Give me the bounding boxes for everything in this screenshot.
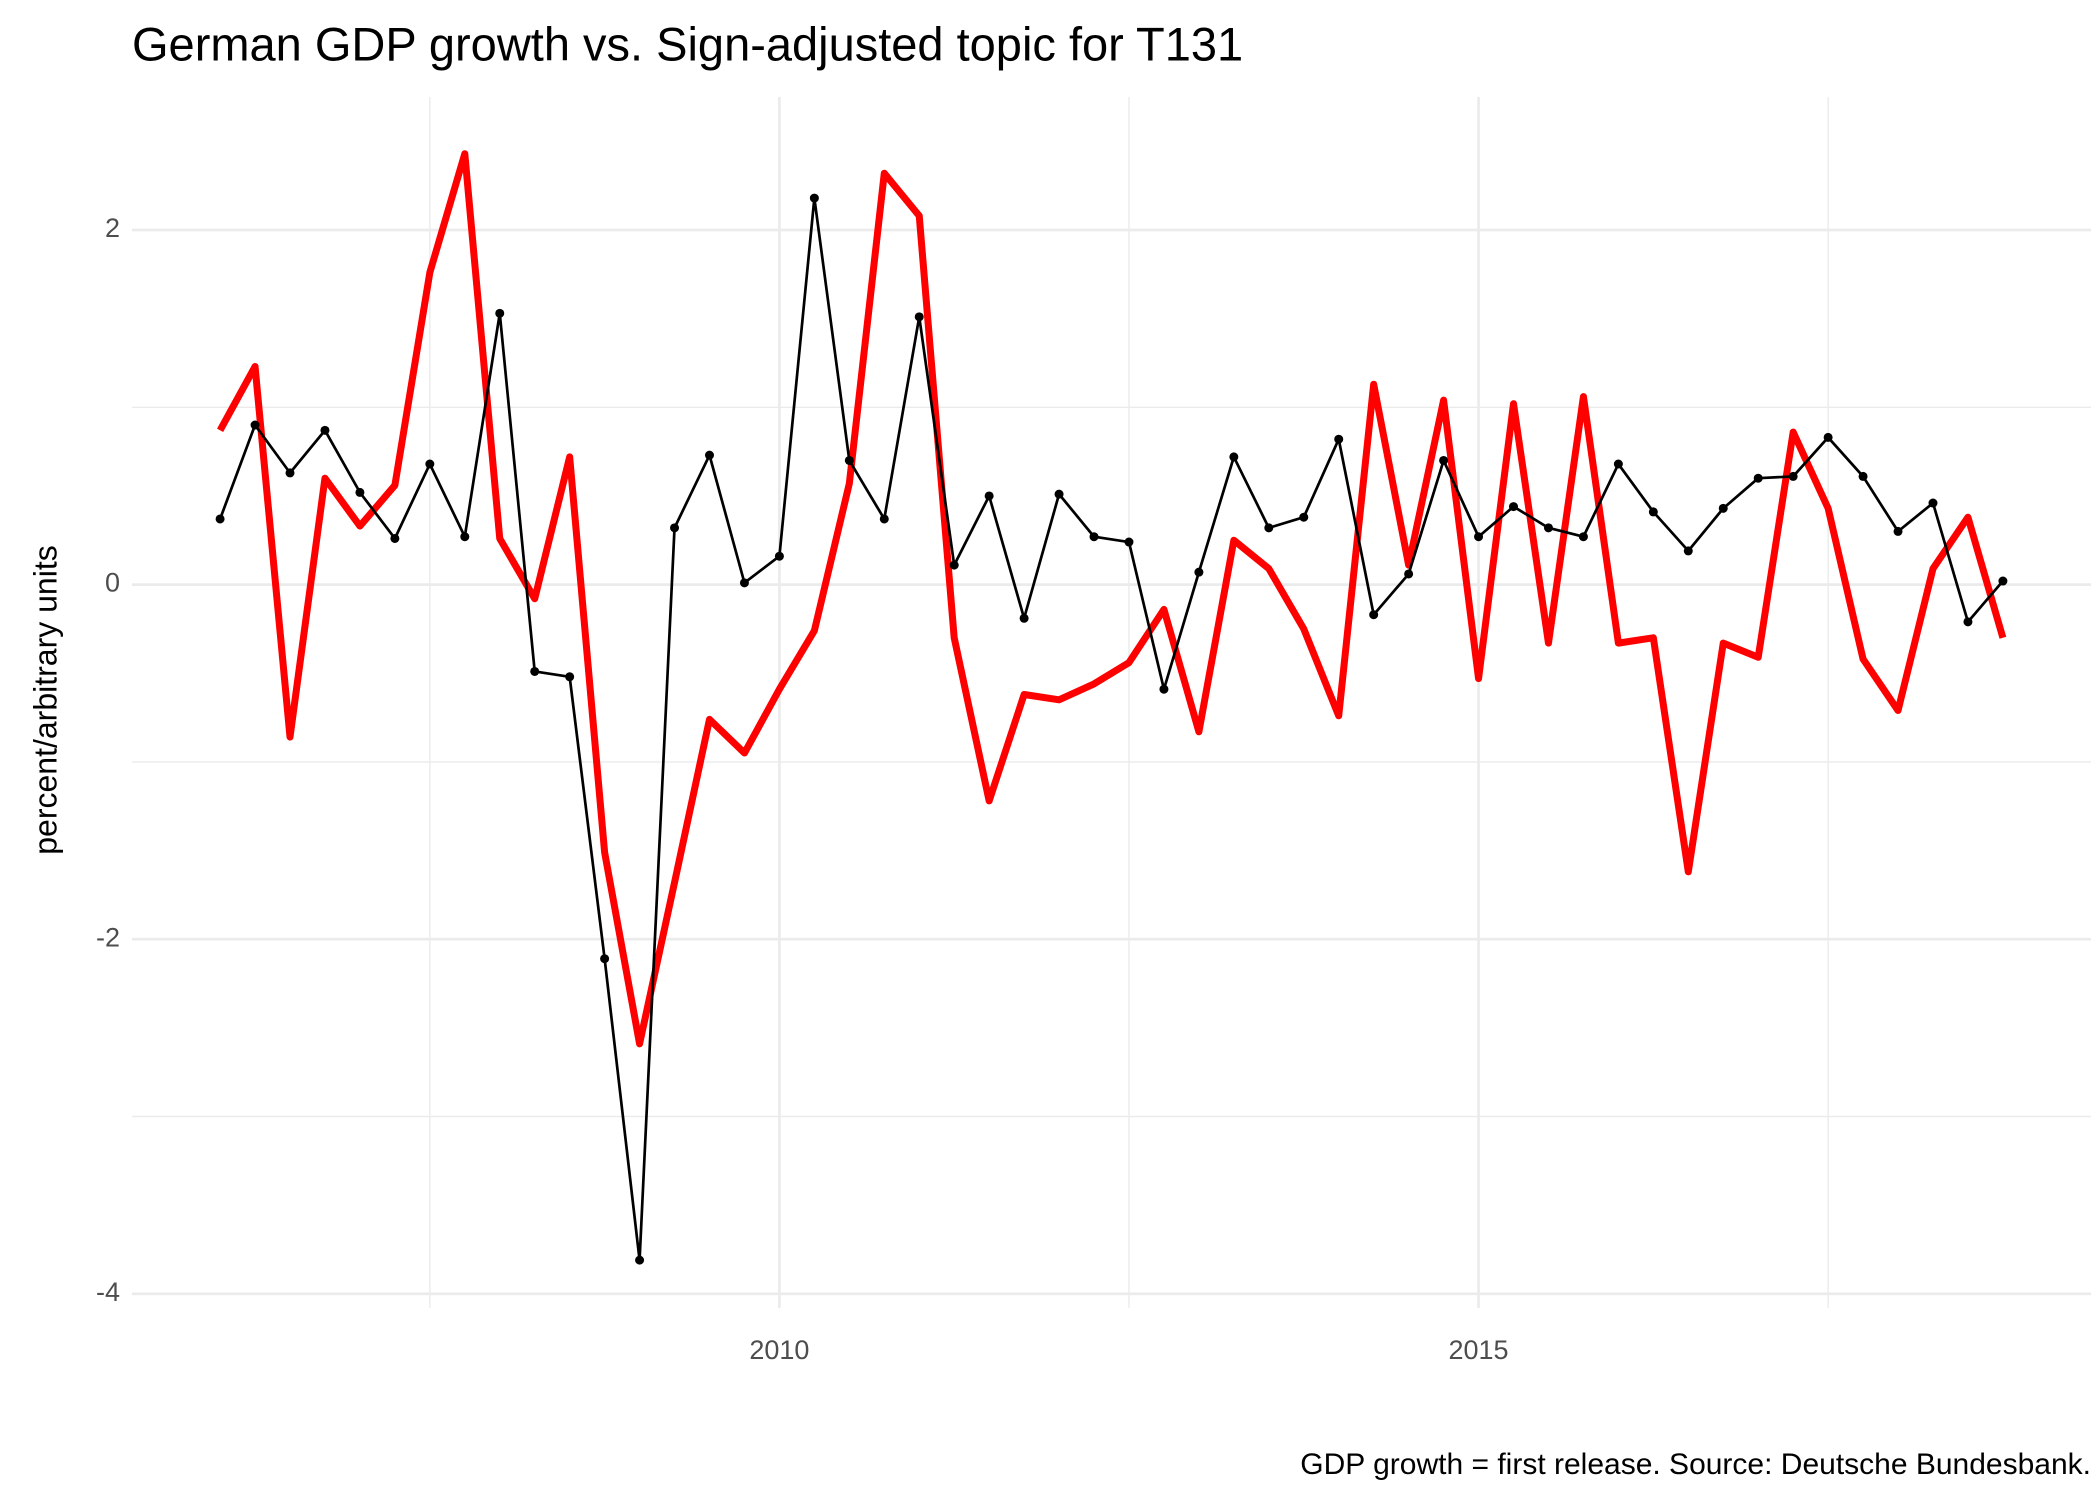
data-point [1299, 512, 1309, 522]
data-point [949, 560, 959, 570]
data-point [250, 420, 260, 430]
data-point [774, 551, 784, 561]
data-point [1474, 532, 1484, 542]
y-axis-label: percent/arbitrary units [27, 545, 63, 854]
data-point [844, 455, 854, 465]
data-point [530, 666, 540, 676]
data-point [1439, 455, 1449, 465]
data-point [215, 514, 225, 524]
data-point [1159, 684, 1169, 694]
data-point [1054, 489, 1064, 499]
data-point [495, 308, 505, 318]
data-point [1019, 613, 1029, 623]
data-point [1509, 502, 1519, 512]
data-point [739, 578, 749, 588]
data-point [320, 425, 330, 435]
data-point [1753, 473, 1763, 483]
y-tick-label: 2 [105, 213, 120, 243]
data-point [355, 487, 365, 497]
data-point [1124, 537, 1134, 547]
data-point [635, 1255, 645, 1265]
data-point [1928, 498, 1938, 508]
data-point [1578, 532, 1588, 542]
data-point [704, 450, 714, 460]
y-tick-label: -4 [96, 1277, 120, 1307]
data-point [879, 514, 889, 524]
data-point [285, 468, 295, 478]
data-point [809, 193, 819, 203]
data-point [1404, 569, 1414, 579]
data-point [1334, 434, 1344, 444]
y-tick-label: -2 [96, 922, 120, 952]
data-point [1229, 452, 1239, 462]
data-point [1788, 471, 1798, 481]
data-point [1718, 503, 1728, 513]
data-point [1648, 507, 1658, 517]
data-point [1194, 567, 1204, 577]
data-point [565, 672, 575, 682]
data-point [1893, 526, 1903, 536]
data-point [1858, 471, 1868, 481]
data-point [1543, 523, 1553, 533]
y-tick-label: 0 [105, 568, 120, 598]
data-point [1823, 432, 1833, 442]
data-point [460, 532, 470, 542]
data-point [1369, 610, 1379, 620]
data-point [600, 954, 610, 964]
series-line [217, 150, 2007, 1048]
series-line [218, 196, 2004, 1262]
data-point [1963, 617, 1973, 627]
x-tick-label: 2010 [749, 1335, 809, 1365]
data-point [984, 491, 994, 501]
data-point [670, 523, 680, 533]
data-point [1683, 546, 1693, 556]
data-point [1613, 459, 1623, 469]
data-point [1998, 576, 2008, 586]
data-point [425, 459, 435, 469]
chart-title: German GDP growth vs. Sign-adjusted topi… [132, 17, 1243, 70]
caption: GDP growth = first release. Source: Deut… [1300, 1448, 2091, 1481]
data-point [1089, 532, 1099, 542]
data-point [914, 312, 924, 322]
data-point [1264, 523, 1274, 533]
x-tick-label: 2015 [1449, 1335, 1509, 1365]
data-point [390, 533, 400, 543]
